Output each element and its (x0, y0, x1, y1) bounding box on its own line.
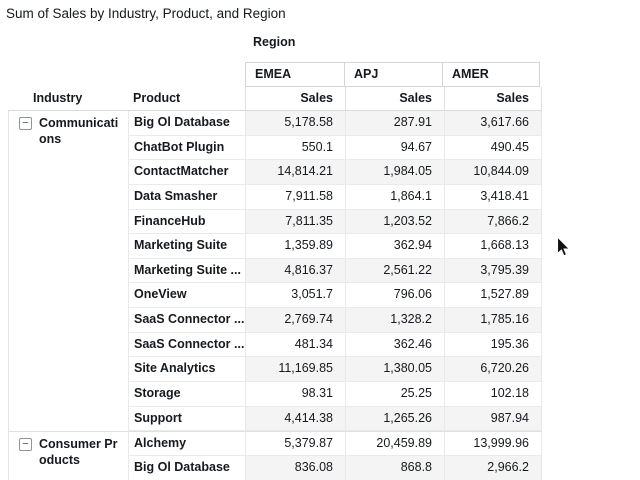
sales-value-cell: 4,816.37 (245, 258, 345, 284)
product-cell: Marketing Suite (128, 234, 245, 259)
sales-value-cell: 2,769.74 (245, 308, 345, 333)
table-row: Data Smasher 7,911.58 1,864.1 3,418.41 (128, 184, 542, 210)
table-row: Marketing Suite 1,359.89 362.94 1,668.13 (128, 234, 542, 259)
sales-value-cell: 1,203.52 (345, 209, 444, 235)
industry-field-header[interactable]: Industry (8, 87, 128, 110)
sales-value-cell: 2,561.22 (345, 258, 444, 284)
product-cell: ContactMatcher (128, 160, 245, 185)
sales-value-cell: 25.25 (345, 382, 444, 407)
sales-value-cell: 7,911.58 (245, 184, 345, 210)
sales-value-cell: 7,866.2 (444, 209, 542, 235)
sales-value-cell: 987.94 (444, 406, 542, 432)
sales-value-cell: 20,459.89 (345, 431, 444, 456)
table-row: Site Analytics 11,169.85 1,380.05 6,720.26 (128, 357, 542, 383)
sales-value-cell: 3,795.39 (444, 258, 542, 284)
sales-value-cell: 1,668.13 (444, 234, 542, 259)
product-cell: SaaS Connector ... (128, 308, 245, 333)
product-cell: Site Analytics (128, 357, 245, 383)
region-column-header-apj[interactable]: APJ (344, 62, 443, 87)
table-row: Alchemy 5,379.87 20,459.89 13,999.96 (128, 431, 542, 456)
product-cell: SaaS Connector ... (128, 332, 245, 358)
sales-value-cell: 362.46 (345, 332, 444, 358)
sales-value-cell: 10,844.09 (444, 160, 542, 185)
page-title: Sum of Sales by Industry, Product, and R… (6, 6, 286, 21)
rows-column: Big Ol Database 5,178.58 287.91 3,617.66 Cha… (128, 111, 542, 480)
mouse-cursor (556, 236, 571, 257)
product-cell: Data Smasher (128, 184, 245, 210)
table-row: Storage 98.31 25.25 102.18 (128, 382, 542, 407)
collapse-icon[interactable]: − (19, 438, 32, 452)
product-field-header[interactable]: Product (128, 87, 245, 110)
table-row: Support 4,414.38 1,265.26 987.94 (128, 406, 542, 432)
product-cell: Support (128, 406, 245, 432)
sales-value-cell: 11,169.85 (245, 357, 345, 383)
sales-value-cell: 1,527.89 (444, 283, 542, 309)
table-row: ContactMatcher 14,814.21 1,984.05 10,844.09 (128, 160, 542, 185)
table-row: Big Ol Database 836.08 868.8 2,966.2 (128, 455, 542, 480)
region-header-row: EMEA APJ AMER (8, 62, 540, 87)
sales-value-cell: 796.06 (345, 283, 444, 309)
product-cell: Big Ol Database (128, 111, 245, 136)
product-cell: Storage (128, 382, 245, 407)
sales-field-header[interactable]: Sales (444, 87, 542, 110)
sales-value-cell: 3,051.7 (245, 283, 345, 309)
sales-value-cell: 1,984.05 (345, 160, 444, 185)
sales-value-cell: 3,418.41 (444, 184, 542, 210)
collapse-icon[interactable]: − (19, 117, 32, 130)
sales-value-cell: 6,720.26 (444, 357, 542, 383)
industry-label: Consumer Products (39, 437, 118, 467)
sales-value-cell: 287.91 (345, 111, 444, 136)
sales-value-cell: 1,864.1 (345, 184, 444, 210)
sales-value-cell: 1,359.89 (245, 234, 345, 259)
product-cell: FinanceHub (128, 209, 245, 235)
table-row: FinanceHub 7,811.35 1,203.52 7,866.2 (128, 209, 542, 235)
region-column-header-emea[interactable]: EMEA (245, 62, 345, 87)
sales-value-cell: 94.67 (345, 135, 444, 161)
industry-group-cell: − Communications (9, 111, 128, 431)
sales-value-cell: 7,811.35 (245, 209, 345, 235)
sales-value-cell: 1,328.2 (345, 308, 444, 333)
sales-value-cell: 195.36 (444, 332, 542, 358)
sales-value-cell: 490.45 (444, 135, 542, 161)
sales-value-cell: 98.31 (245, 382, 345, 407)
sales-value-cell: 1,785.16 (444, 308, 542, 333)
sales-value-cell: 4,414.38 (245, 406, 345, 432)
sales-value-cell: 481.34 (245, 332, 345, 358)
field-header-row: Industry Product Sales Sales Sales (8, 87, 542, 111)
sales-value-cell: 868.8 (345, 455, 444, 480)
sales-value-cell: 5,178.58 (245, 111, 345, 136)
table-row: OneView 3,051.7 796.06 1,527.89 (128, 283, 542, 309)
region-axis-label: Region (253, 35, 296, 49)
table-row: Big Ol Database 5,178.58 287.91 3,617.66 (128, 111, 542, 136)
industry-group-cell: − Consumer Products (9, 431, 128, 480)
sales-value-cell: 3,617.66 (444, 111, 542, 136)
pivot-body: − Communications − Consumer Products Big Ol… (8, 111, 542, 480)
sales-value-cell: 362.94 (345, 234, 444, 259)
sales-value-cell: 550.1 (245, 135, 345, 161)
sales-value-cell: 13,999.96 (444, 431, 542, 456)
region-column-header-amer[interactable]: AMER (442, 62, 540, 87)
sales-value-cell: 2,966.2 (444, 455, 542, 480)
product-cell: Alchemy (128, 431, 245, 456)
table-row: Marketing Suite ... 4,816.37 2,561.22 3,795… (128, 258, 542, 284)
sales-value-cell: 1,265.26 (345, 406, 444, 432)
sales-value-cell: 5,379.87 (245, 431, 345, 456)
sales-field-header[interactable]: Sales (245, 87, 345, 110)
sales-value-cell: 102.18 (444, 382, 542, 407)
product-cell: Marketing Suite ... (128, 258, 245, 284)
table-row: SaaS Connector ... 2,769.74 1,328.2 1,785.1… (128, 308, 542, 333)
table-row: SaaS Connector ... 481.34 362.46 195.36 (128, 332, 542, 358)
product-cell: ChatBot Plugin (128, 135, 245, 161)
product-cell: Big Ol Database (128, 455, 245, 480)
table-row: ChatBot Plugin 550.1 94.67 490.45 (128, 135, 542, 161)
product-cell: OneView (128, 283, 245, 309)
sales-value-cell: 14,814.21 (245, 160, 345, 185)
sales-field-header[interactable]: Sales (345, 87, 444, 110)
sales-value-cell: 1,380.05 (345, 357, 444, 383)
sales-value-cell: 836.08 (245, 455, 345, 480)
industry-column: − Communications − Consumer Products (8, 111, 128, 480)
industry-label: Communications (39, 116, 119, 146)
